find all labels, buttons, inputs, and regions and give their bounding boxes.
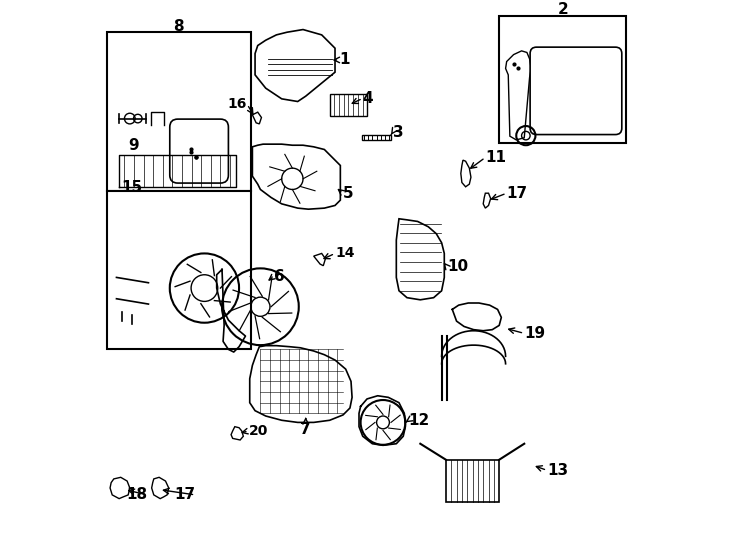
Bar bbox=[107, 32, 251, 191]
Text: 12: 12 bbox=[409, 413, 430, 428]
Text: 3: 3 bbox=[393, 125, 403, 140]
Polygon shape bbox=[231, 427, 244, 440]
Text: 17: 17 bbox=[174, 488, 195, 502]
FancyBboxPatch shape bbox=[530, 47, 622, 134]
Polygon shape bbox=[396, 219, 444, 300]
Polygon shape bbox=[506, 51, 531, 140]
Text: 10: 10 bbox=[447, 259, 468, 274]
Text: 13: 13 bbox=[547, 463, 568, 478]
Polygon shape bbox=[252, 144, 341, 209]
Text: 18: 18 bbox=[126, 488, 148, 502]
Bar bbox=[107, 191, 251, 349]
Polygon shape bbox=[110, 477, 130, 498]
Polygon shape bbox=[152, 477, 169, 498]
Bar bbox=[446, 460, 499, 502]
Polygon shape bbox=[313, 253, 325, 266]
Text: 8: 8 bbox=[173, 19, 184, 35]
Polygon shape bbox=[250, 346, 352, 422]
FancyBboxPatch shape bbox=[170, 119, 228, 183]
Text: 16: 16 bbox=[228, 97, 247, 111]
Bar bbox=[330, 94, 367, 117]
Polygon shape bbox=[461, 160, 471, 187]
Bar bbox=[499, 16, 626, 143]
Polygon shape bbox=[252, 112, 261, 124]
Text: 4: 4 bbox=[363, 91, 374, 106]
Text: 11: 11 bbox=[485, 150, 506, 165]
Polygon shape bbox=[362, 134, 391, 140]
Text: 9: 9 bbox=[128, 138, 139, 153]
Text: 6: 6 bbox=[274, 269, 285, 284]
Text: 15: 15 bbox=[121, 180, 142, 195]
Text: 19: 19 bbox=[524, 326, 545, 341]
Text: 2: 2 bbox=[558, 2, 569, 17]
Text: 5: 5 bbox=[343, 186, 354, 201]
Text: 14: 14 bbox=[335, 246, 355, 260]
Text: 1: 1 bbox=[339, 52, 350, 68]
Text: 7: 7 bbox=[300, 422, 311, 437]
Text: 20: 20 bbox=[249, 424, 268, 438]
Polygon shape bbox=[483, 193, 490, 208]
Polygon shape bbox=[255, 30, 335, 102]
Text: 17: 17 bbox=[506, 186, 528, 201]
